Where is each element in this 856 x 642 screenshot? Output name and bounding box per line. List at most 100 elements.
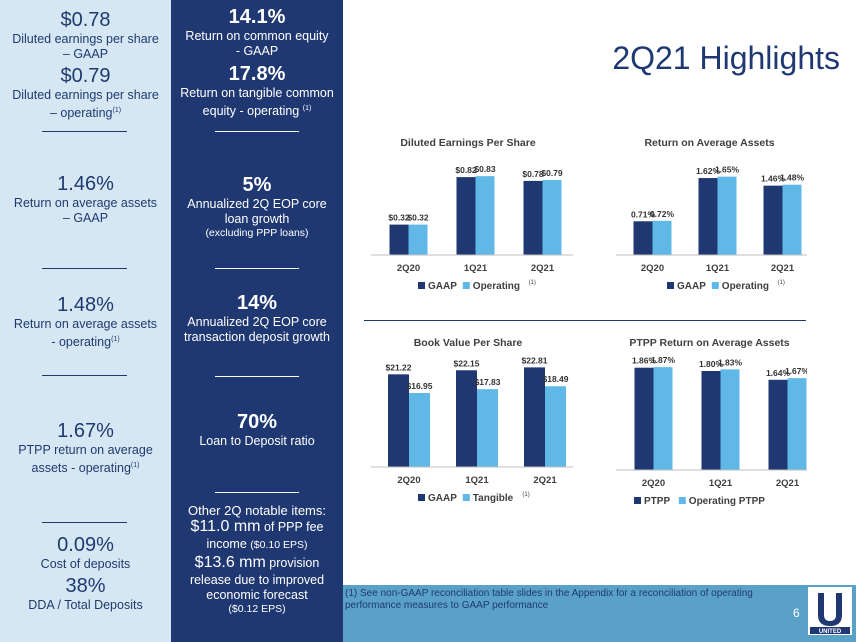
- notable-items: Other 2Q notable items: $11.0 mm of PPP …: [171, 503, 343, 616]
- ltd-stat: 70% Loan to Deposit ratio: [171, 410, 343, 449]
- ltd-label: Loan to Deposit ratio: [199, 434, 315, 448]
- bar-gaap: [388, 374, 409, 467]
- data-label: $0.78: [522, 169, 544, 179]
- footer-band: [343, 585, 856, 642]
- pptp-roa-chart: PTPP Return on Average Assets 1.86%1.87% 2…: [616, 337, 807, 507]
- footnote: (1) See non-GAAP reconciliation table sl…: [345, 588, 753, 611]
- category-label: 2Q21: [531, 263, 555, 274]
- roa-operating-value: 1.48%: [57, 294, 114, 316]
- chart-title: PTPP Return on Average Assets: [629, 337, 789, 349]
- eps-operating-label-1: Diluted earnings per share: [12, 88, 159, 102]
- legend-label: GAAP: [677, 281, 706, 292]
- roa-chart: Return on Average Assets 0.71%0.72% 2Q20 1.…: [616, 137, 807, 292]
- rotce-label-2: equity - operating: [202, 104, 300, 119]
- legend-swatch: [462, 494, 470, 501]
- roe-value: 14.1%: [228, 6, 286, 28]
- deposit-growth-value: 14%: [236, 292, 278, 314]
- bar-gaap: [633, 221, 653, 255]
- provision-text-2: release due to improved: [189, 573, 325, 587]
- deposit-growth-label-2: transaction deposit growth: [184, 330, 330, 344]
- bar-tangible: [477, 389, 498, 467]
- dda-value: 38%: [65, 575, 106, 597]
- loan-growth-label-3: (excluding PPP loans): [205, 227, 309, 239]
- bar-operating: [717, 176, 737, 255]
- rotce-sup: (1): [302, 105, 312, 112]
- eps-chart: Diluted Earnings Per Share $0.32$0.32 2Q20…: [371, 137, 573, 292]
- data-label: 1.48%: [780, 173, 805, 183]
- eps-gaap-value: $0.78: [60, 9, 111, 31]
- roa-operating-stat: 1.48% Return on average assets - operati…: [0, 293, 171, 350]
- data-label: 1.67%: [785, 366, 807, 376]
- category-label: 2Q20: [397, 475, 420, 486]
- deposit-growth-stat: 14% Annualized 2Q EOP core transaction d…: [171, 291, 343, 345]
- loan-growth-stat: 5% Annualized 2Q EOP core loan growth (e…: [171, 173, 343, 240]
- bar-operating-ptpp: [787, 378, 807, 470]
- notable-title: Other 2Q notable items:: [187, 503, 326, 518]
- data-label: $22.81: [522, 355, 548, 365]
- deposit-growth-label-1: Annualized 2Q EOP core: [187, 315, 327, 329]
- roa-operating-sup: (1): [111, 336, 120, 343]
- category-label: 1Q21: [464, 263, 488, 274]
- provision-amount: $13.6 mm: [194, 554, 266, 571]
- roe-label-1: Return on common equity: [185, 29, 329, 43]
- category-label: 2Q21: [771, 263, 795, 274]
- category-label: 1Q21: [709, 478, 733, 489]
- ltd-value: 70%: [236, 411, 278, 433]
- roe-label-2: - GAAP: [235, 44, 279, 58]
- bar-operating: [782, 184, 802, 255]
- loan-growth-label-2: loan growth: [224, 212, 290, 226]
- loan-growth-value: 5%: [242, 174, 272, 196]
- bar-gaap: [763, 185, 783, 255]
- legend-sup: (1): [778, 280, 785, 286]
- data-label: $18.49: [543, 374, 569, 384]
- bar-tangible: [409, 392, 430, 467]
- data-label: $0.82: [455, 165, 477, 175]
- data-label: $0.32: [388, 213, 410, 223]
- bar-operating: [652, 220, 672, 255]
- bar-tangible: [545, 386, 566, 467]
- bar-ptpp: [634, 367, 654, 470]
- middle-divider: [215, 376, 299, 377]
- chart-title: Book Value Per Share: [414, 337, 523, 349]
- legend-sup: (1): [522, 492, 529, 498]
- pptp-sup: (1): [130, 462, 140, 469]
- pptp-label-1: PTPP return on average: [18, 443, 153, 457]
- page-title: 2Q21 Highlights: [612, 40, 840, 76]
- bar-operating-ptpp: [720, 369, 740, 470]
- roa-operating-label-1: Return on average assets: [13, 317, 158, 331]
- data-label: 1.83%: [718, 357, 743, 367]
- logo-text: UNITED: [819, 629, 842, 635]
- cost-of-deposits-stat: 0.09% Cost of deposits: [0, 533, 171, 572]
- legend-label: GAAP: [428, 493, 457, 504]
- data-label: 1.62%: [696, 166, 721, 176]
- eps-gaap-label-2: – GAAP: [62, 47, 109, 61]
- data-label: $22.15: [454, 358, 480, 368]
- legend-swatch: [418, 282, 425, 289]
- category-label: 2Q21: [776, 478, 800, 489]
- bar-gaap: [524, 367, 545, 467]
- dda-label: DDA / Total Deposits: [28, 598, 143, 612]
- data-label: $16.95: [407, 381, 433, 391]
- bar-operating: [408, 224, 428, 255]
- middle-divider: [215, 131, 299, 132]
- left-stats-panel: $0.78 Diluted earnings per share – GAAP …: [0, 0, 171, 642]
- left-divider: [42, 131, 127, 132]
- cost-of-deposits-label: Cost of deposits: [40, 557, 131, 571]
- data-label: $0.83: [474, 164, 496, 174]
- provision-eps: ($0.12 EPS): [228, 603, 286, 615]
- data-label: $0.79: [541, 168, 563, 178]
- ppp-eps: ($0.10 EPS): [250, 539, 308, 551]
- chart-title: Diluted Earnings Per Share: [400, 137, 536, 149]
- data-label: 1.80%: [699, 359, 724, 369]
- bvps-chart: Book Value Per Share $21.22 $16.95 2Q20 $22.…: [371, 337, 573, 504]
- loan-growth-label-1: Annualized 2Q EOP core: [187, 197, 327, 211]
- eps-operating-sup: (1): [112, 107, 122, 114]
- legend-swatch: [711, 282, 719, 289]
- page-number: 6: [793, 606, 800, 620]
- data-label: $0.32: [407, 213, 429, 223]
- category-label: 1Q21: [465, 475, 489, 486]
- eps-operating-label-2: – operating: [49, 106, 113, 121]
- legend-label: Operating: [722, 281, 769, 292]
- legend-swatch: [418, 494, 425, 501]
- cost-of-deposits-value: 0.09%: [57, 534, 114, 556]
